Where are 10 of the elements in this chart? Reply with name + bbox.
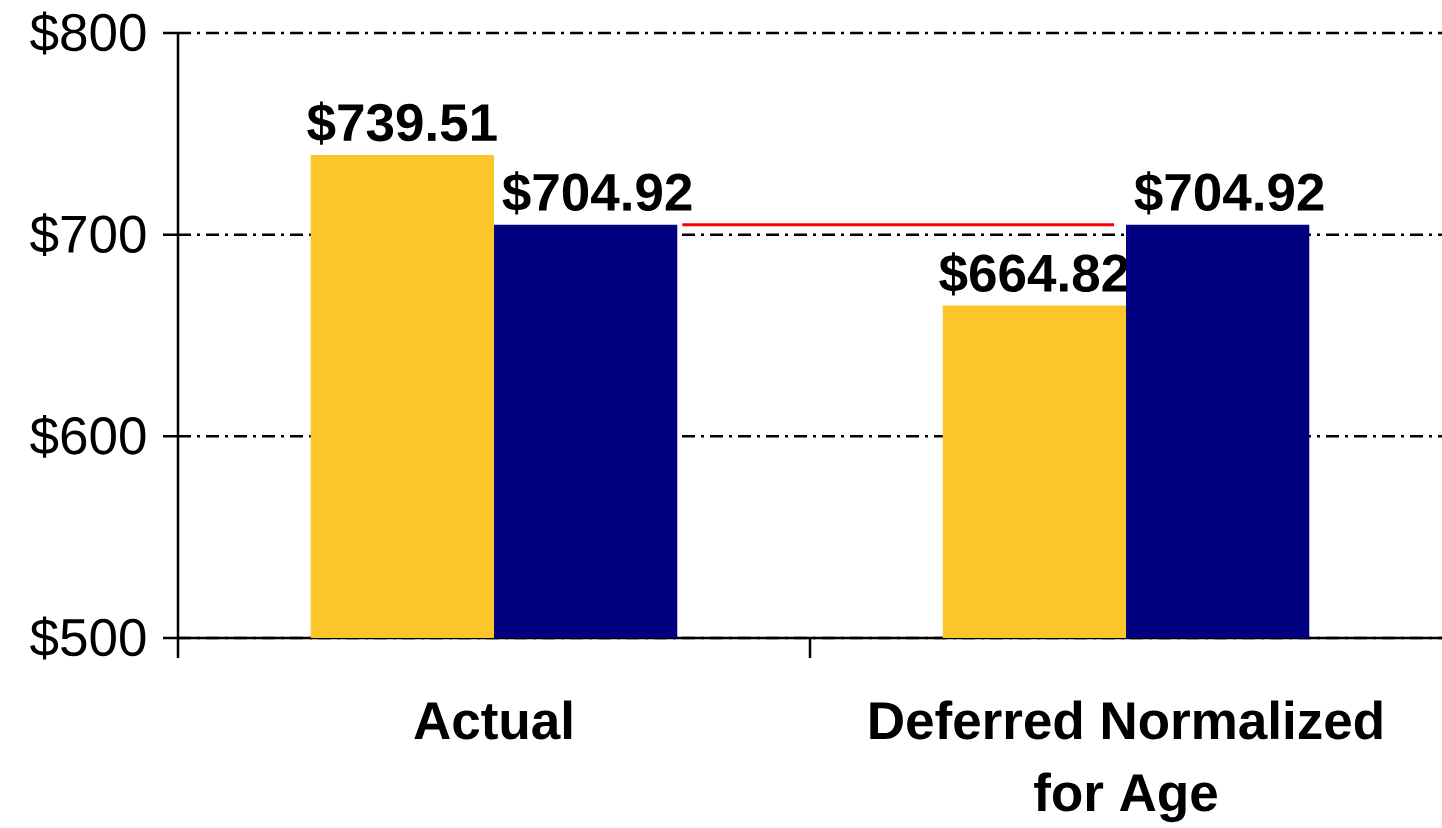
data-label: $739.51 (307, 101, 497, 145)
y-tick-label: $700 (30, 213, 146, 257)
data-label: $704.92 (502, 171, 692, 215)
y-tick-label: $800 (30, 11, 146, 55)
data-label: $664.82 (939, 252, 1129, 296)
y-tick-label: $600 (30, 414, 146, 458)
data-label: $704.92 (1134, 171, 1324, 215)
x-tick-label: Deferred Normalized for Age (870, 700, 1382, 823)
y-tick-label: $500 (30, 616, 146, 660)
x-tick-label: Actual (414, 700, 572, 740)
